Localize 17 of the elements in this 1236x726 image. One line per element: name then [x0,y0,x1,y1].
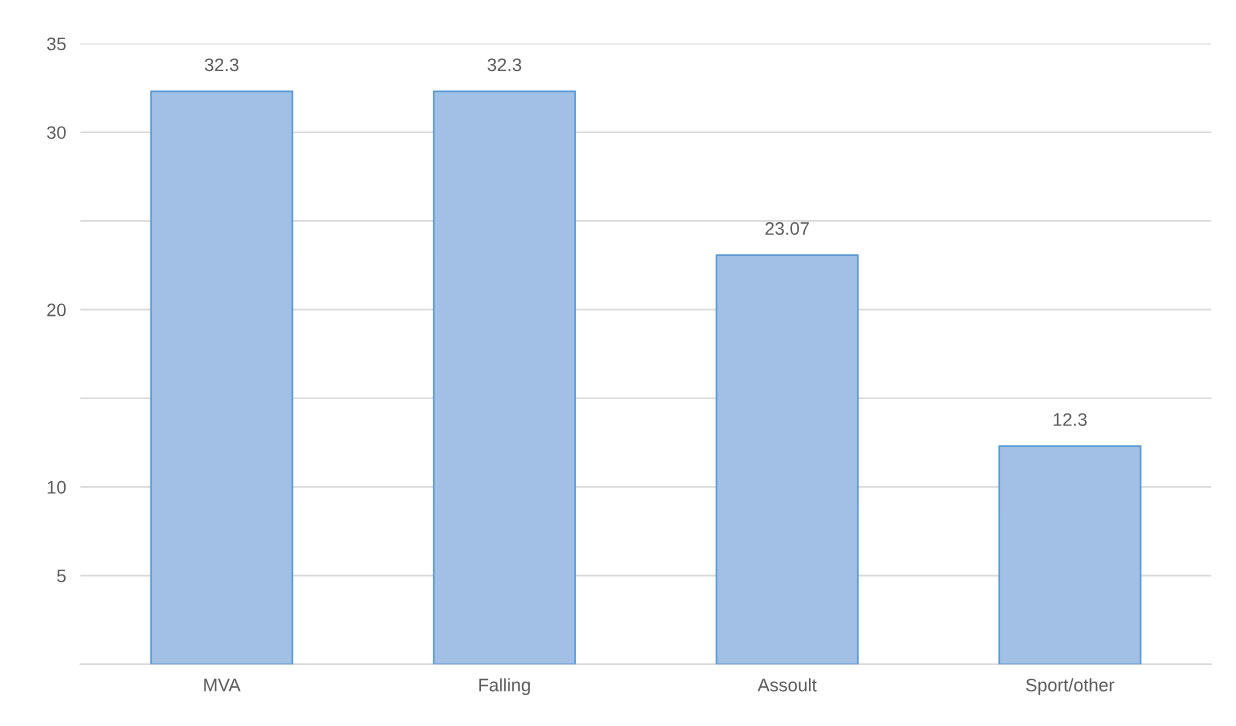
bar [432,90,576,665]
x-tick-label: Assoult [757,678,817,692]
x-tick-label: Falling [479,678,530,696]
y-tick-label: 30 [47,126,66,139]
y-tick-label: 5 [57,569,66,583]
bar [715,254,859,665]
x-tick-label: Sport/other [1026,678,1115,696]
data-label: 12.3 [1053,413,1087,426]
y-tick-label: 20 [47,303,66,317]
bar [998,445,1142,665]
x-tick-label: MVA [204,678,241,692]
bar [150,90,294,665]
y-tick-label: 35 [47,37,66,51]
data-label: 32.3 [204,58,239,72]
data-label: 23.07 [765,222,809,235]
data-label: 32.3 [487,58,522,72]
y-tick-label: 10 [47,480,66,494]
